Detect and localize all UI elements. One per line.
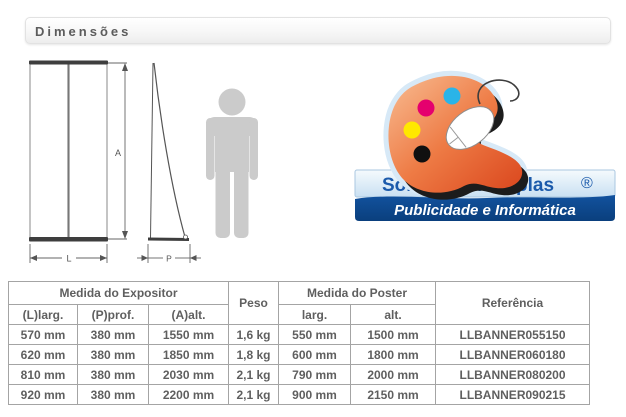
col-header-expositor: Medida do Expositor — [8, 281, 229, 305]
logo-tagline: Publicidade e Informática — [394, 202, 576, 219]
table-cell: 2030 mm — [148, 364, 229, 385]
table-cell: 810 mm — [8, 364, 78, 385]
col-header-referencia: Referência — [435, 281, 591, 325]
table-cell: 600 mm — [278, 344, 351, 365]
person-silhouette-icon — [206, 88, 258, 238]
table-cell: 2,1 kg — [228, 364, 279, 385]
table-cell: 2150 mm — [349, 384, 437, 405]
width-label: L — [66, 254, 71, 264]
table-group-header-row: Medida do Expositor Peso Medida do Poste… — [8, 281, 591, 325]
table-cell: LLBANNER080200 — [435, 364, 591, 385]
table-body: 570 mm 380 mm 1550 mm 1,6 kg 550 mm 1500 mm LL… — [8, 324, 591, 405]
table-cell: 570 mm — [8, 324, 78, 345]
section-header: Dimensões — [25, 17, 611, 44]
col-header-alt: alt. — [349, 304, 437, 325]
table-cell: 380 mm — [77, 364, 149, 385]
depth-dimension — [137, 244, 201, 263]
col-header-larg: larg. — [278, 304, 351, 325]
table-cell: 1500 mm — [349, 324, 437, 345]
table-row: 570 mm 380 mm 1550 mm 1,6 kg 550 mm 1500 mm LL… — [8, 324, 591, 345]
page-title: Dimensões — [35, 24, 132, 39]
table-row: 920 mm 380 mm 2200 mm 2,1 kg 900 mm 2150 mm LL… — [8, 384, 591, 405]
table-cell: 1550 mm — [148, 324, 229, 345]
table-cell: 790 mm — [278, 364, 351, 385]
table-cell: 1800 mm — [349, 344, 437, 365]
logo-tagline-band: Publicidade e Informática — [355, 195, 615, 221]
col-header-alt-a: (A)alt. — [148, 304, 229, 325]
table-cell: 1850 mm — [148, 344, 229, 365]
registered-mark-icon: ® — [581, 175, 593, 192]
paint-dot-black — [413, 145, 431, 163]
table-cell: 2000 mm — [349, 364, 437, 385]
company-logo: Soluções Multiplas ® Publicidade e Infor… — [354, 70, 616, 221]
table-cell: 380 mm — [77, 324, 149, 345]
table-cell: 620 mm — [8, 344, 78, 365]
mouse-icon — [445, 106, 495, 150]
table-cell: 380 mm — [77, 384, 149, 405]
paint-dot-magenta — [417, 99, 435, 117]
table-cell: 2,1 kg — [228, 384, 279, 405]
table-cell: 900 mm — [278, 384, 351, 405]
height-label: A — [115, 148, 121, 158]
depth-label: P — [166, 254, 172, 264]
col-header-peso: Peso — [228, 281, 279, 325]
palette-mouse-icon — [383, 70, 529, 200]
banner-stand-diagram: A L P — [29, 60, 258, 264]
table-cell: 1,8 kg — [228, 344, 279, 365]
table-row: 620 mm 380 mm 1850 mm 1,8 kg 600 mm 1800 mm LL… — [8, 344, 591, 365]
width-dimension — [29, 244, 108, 263]
paint-dot-yellow — [403, 121, 421, 139]
table-cell: LLBANNER055150 — [435, 324, 591, 345]
table-cell: 1,6 kg — [228, 324, 279, 345]
height-dimension — [108, 62, 128, 240]
side-view-drawing — [147, 62, 190, 241]
paint-dot-cyan — [443, 87, 461, 105]
table-cell: 920 mm — [8, 384, 78, 405]
table-cell: LLBANNER090215 — [435, 384, 591, 405]
mouse-cable — [477, 79, 520, 105]
table-row: 810 mm 380 mm 2030 mm 2,1 kg 790 mm 2000 mm LL… — [8, 364, 591, 385]
col-header-larg-l: (L)larg. — [8, 304, 78, 325]
front-view-drawing — [29, 60, 108, 242]
col-header-prof-p: (P)prof. — [77, 304, 149, 325]
table-cell: 550 mm — [278, 324, 351, 345]
table-cell: 2200 mm — [148, 384, 229, 405]
dimensions-table: Medida do Expositor Peso Medida do Poste… — [8, 281, 591, 405]
col-header-poster: Medida do Poster — [277, 281, 437, 305]
table-cell: 380 mm — [77, 344, 149, 365]
table-cell: LLBANNER060180 — [435, 344, 591, 365]
